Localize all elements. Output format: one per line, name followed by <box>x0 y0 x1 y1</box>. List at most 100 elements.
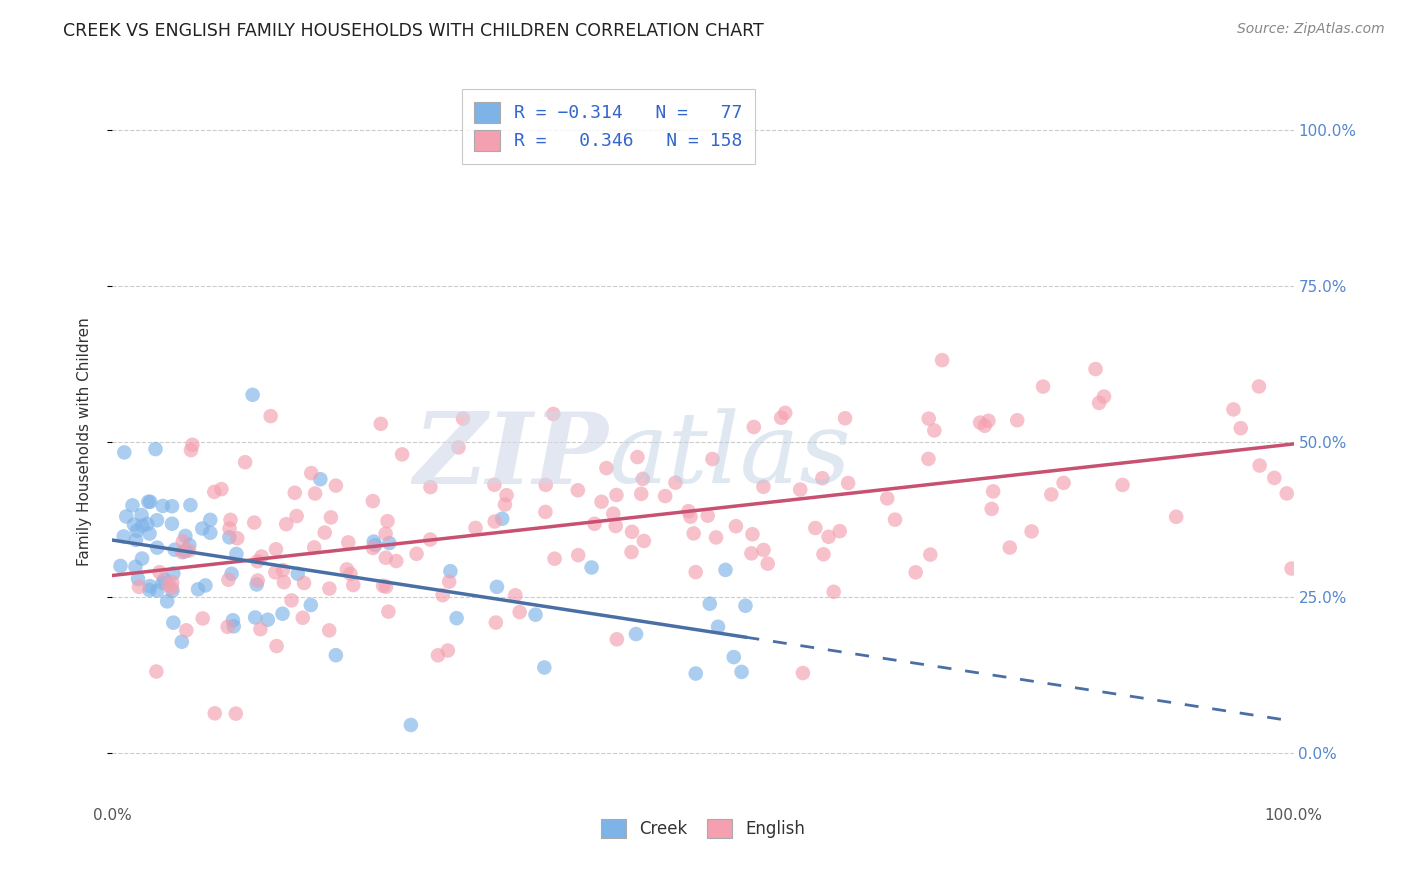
Point <box>250 549 273 564</box>
Point <box>177 543 200 558</box>
Point <box>179 498 201 512</box>
Text: ZIP: ZIP <box>413 408 609 504</box>
Point <box>336 562 359 576</box>
Point <box>325 478 347 492</box>
Point <box>152 575 174 590</box>
Point <box>980 501 1002 516</box>
Point <box>920 548 942 562</box>
Point <box>163 542 186 557</box>
Point <box>256 613 278 627</box>
Point <box>436 643 458 657</box>
Point <box>280 593 302 607</box>
Point <box>581 560 603 574</box>
Point <box>221 566 243 581</box>
Point <box>157 578 180 592</box>
Point <box>931 353 953 368</box>
Point <box>374 526 396 541</box>
Point <box>160 500 183 514</box>
Point <box>495 488 517 502</box>
Point <box>405 547 427 561</box>
Point <box>115 509 138 524</box>
Point <box>342 578 364 592</box>
Point <box>485 580 508 594</box>
Point <box>371 579 394 593</box>
Point <box>222 619 245 633</box>
Point <box>419 533 441 547</box>
Point <box>200 525 222 540</box>
Point <box>583 516 606 531</box>
Y-axis label: Family Households with Children: Family Households with Children <box>77 318 91 566</box>
Point <box>124 559 146 574</box>
Point <box>741 527 763 541</box>
Point <box>696 508 718 523</box>
Point <box>145 665 167 679</box>
Point <box>375 580 398 594</box>
Point <box>131 551 153 566</box>
Point <box>884 513 907 527</box>
Point <box>1005 413 1028 427</box>
Point <box>246 554 269 568</box>
Point <box>742 420 765 434</box>
Point <box>226 531 249 545</box>
Point <box>299 466 322 480</box>
Point <box>136 516 159 531</box>
Point <box>222 613 245 627</box>
Point <box>202 484 225 499</box>
Point <box>484 515 506 529</box>
Point <box>567 483 589 498</box>
Text: Source: ZipAtlas.com: Source: ZipAtlas.com <box>1237 22 1385 37</box>
Point <box>162 615 184 630</box>
Point <box>146 541 169 555</box>
Point <box>363 534 385 549</box>
Point <box>756 557 779 571</box>
Point <box>361 494 384 508</box>
Text: atlas: atlas <box>609 409 851 504</box>
Point <box>138 583 160 598</box>
Point <box>181 438 204 452</box>
Point <box>162 575 184 590</box>
Point <box>834 411 856 425</box>
Point <box>173 545 195 559</box>
Point <box>122 517 145 532</box>
Point <box>180 443 202 458</box>
Point <box>624 627 647 641</box>
Point <box>246 577 269 591</box>
Point <box>1088 396 1111 410</box>
Point <box>125 524 148 538</box>
Point <box>385 554 408 568</box>
Point <box>828 524 851 538</box>
Point <box>399 718 422 732</box>
Point <box>664 475 686 490</box>
Point <box>377 605 399 619</box>
Point <box>209 482 232 496</box>
Point <box>125 533 148 547</box>
Point <box>138 495 160 509</box>
Point <box>678 504 700 518</box>
Point <box>509 605 531 619</box>
Point <box>148 565 170 579</box>
Point <box>139 579 162 593</box>
Point <box>837 476 859 491</box>
Point <box>752 543 775 558</box>
Point <box>249 622 271 636</box>
Point <box>904 566 927 580</box>
Point <box>567 548 589 562</box>
Point <box>432 588 454 602</box>
Point <box>823 584 845 599</box>
Point <box>204 706 226 721</box>
Point <box>128 580 150 594</box>
Point <box>1040 487 1063 501</box>
Point <box>225 547 247 561</box>
Point <box>595 461 617 475</box>
Point <box>804 521 827 535</box>
Point <box>505 588 527 602</box>
Point <box>1229 421 1251 435</box>
Point <box>439 564 461 578</box>
Point <box>314 525 336 540</box>
Point <box>464 521 486 535</box>
Point <box>602 507 624 521</box>
Point <box>273 575 295 590</box>
Point <box>299 598 322 612</box>
Point <box>734 599 756 613</box>
Point <box>1275 486 1298 500</box>
